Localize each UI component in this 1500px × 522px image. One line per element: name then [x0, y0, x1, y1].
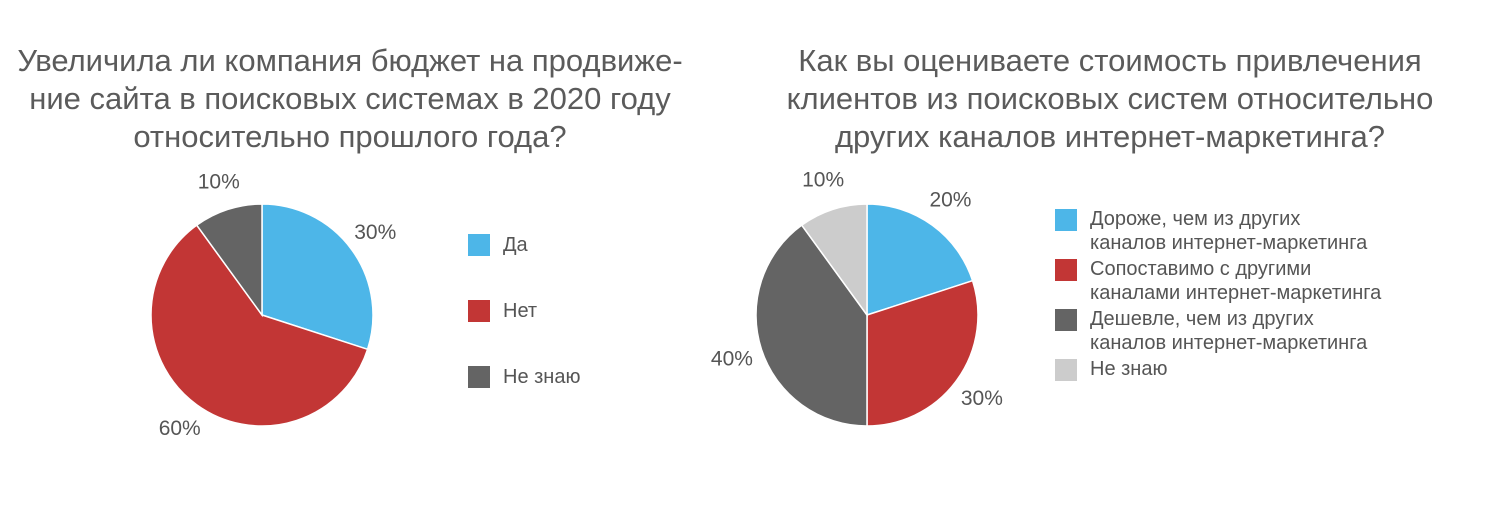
legend-item: Дешевле, чем из других каналов интернет-м… [1055, 307, 1381, 355]
data-label: 40% [711, 347, 753, 370]
pie-slice [755, 224, 868, 427]
data-label: 10% [802, 168, 844, 191]
legend-item: Да [468, 232, 580, 298]
legend-swatch [1055, 259, 1077, 281]
legend-label-line: Не знаю [1090, 358, 1168, 380]
pie-slice [261, 203, 374, 351]
legend-label-line: Не знаю [503, 366, 581, 388]
chart-title-line: клиентов из поисковых систем относительн… [786, 81, 1434, 116]
legend-label: Сопоставимо с другими каналами интернет-м… [1090, 257, 1381, 305]
legend-label-line: Да [503, 234, 528, 256]
data-label: 10% [198, 170, 240, 193]
pie-slice [800, 203, 868, 318]
legend-label: Не знаю [503, 364, 580, 390]
legend-label-line: каналов интернет-маркетинга [1090, 332, 1368, 354]
chart-title-line: других каналов интернет-маркетинга? [834, 119, 1386, 154]
pie-chart: 30% 60% 10% [150, 170, 396, 440]
pie-slice [866, 279, 979, 427]
pie-slice [150, 224, 369, 427]
legend-label: Дешевле, чем из других каналов интернет-м… [1090, 307, 1381, 355]
pie-slice [866, 203, 974, 317]
legend-label-line: каналами интернет-маркетинга [1090, 282, 1382, 304]
legend-swatch [468, 300, 490, 322]
legend-label: Нет [503, 298, 580, 324]
legend: Дороже, чем из других каналов интернет-ма… [1055, 207, 1381, 383]
legend-item: Нет [468, 298, 580, 364]
pie-chart: 20% 30% 40% 10% [711, 168, 1003, 427]
legend-swatch [1055, 359, 1077, 381]
legend-label: Дороже, чем из других каналов интернет-ма… [1090, 207, 1381, 255]
chart-title-line: ние сайта в поисковых системах в 2020 го… [29, 81, 671, 116]
legend-label: Да [503, 232, 580, 258]
chart-acquisition-cost: Как вы оцениваете стоимость привлечения … [711, 0, 1500, 522]
pie-slice [195, 203, 263, 318]
data-label: 30% [961, 387, 1003, 410]
data-label: 60% [159, 417, 201, 440]
legend-label-line: Нет [503, 300, 538, 322]
legend-swatch [1055, 309, 1077, 331]
legend-item: Дороже, чем из других каналов интернет-ма… [1055, 207, 1381, 255]
chart-title-line: Увеличила ли компания бюджет на продвиже… [17, 43, 683, 78]
legend-swatch [468, 366, 490, 388]
legend-label-line: Сопоставимо с другими [1090, 258, 1312, 280]
legend-label-line: Дороже, чем из других [1090, 208, 1301, 230]
chart-budget-increase: Увеличила ли компания бюджет на продвиже… [0, 0, 720, 522]
chart-title: Как вы оцениваете стоимость привлечения … [760, 42, 1460, 156]
legend-item: Не знаю [468, 364, 580, 430]
legend-label: Не знаю [1090, 357, 1381, 381]
legend: Да Нет Не знаю [468, 232, 580, 430]
legend-label-line: каналов интернет-маркетинга [1090, 232, 1368, 254]
chart-title-line: относительно прошлого года? [133, 119, 567, 154]
chart-title-line: Как вы оцениваете стоимость привлечения [798, 43, 1422, 78]
legend-item: Не знаю [1055, 357, 1381, 381]
legend-swatch [468, 234, 490, 256]
legend-item: Сопоставимо с другими каналами интернет-м… [1055, 257, 1381, 305]
chart-title: Увеличила ли компания бюджет на продвиже… [0, 42, 700, 156]
legend-swatch [1055, 209, 1077, 231]
data-label: 20% [929, 189, 971, 212]
data-label: 30% [354, 221, 396, 244]
legend-label-line: Дешевле, чем из других [1090, 308, 1314, 330]
